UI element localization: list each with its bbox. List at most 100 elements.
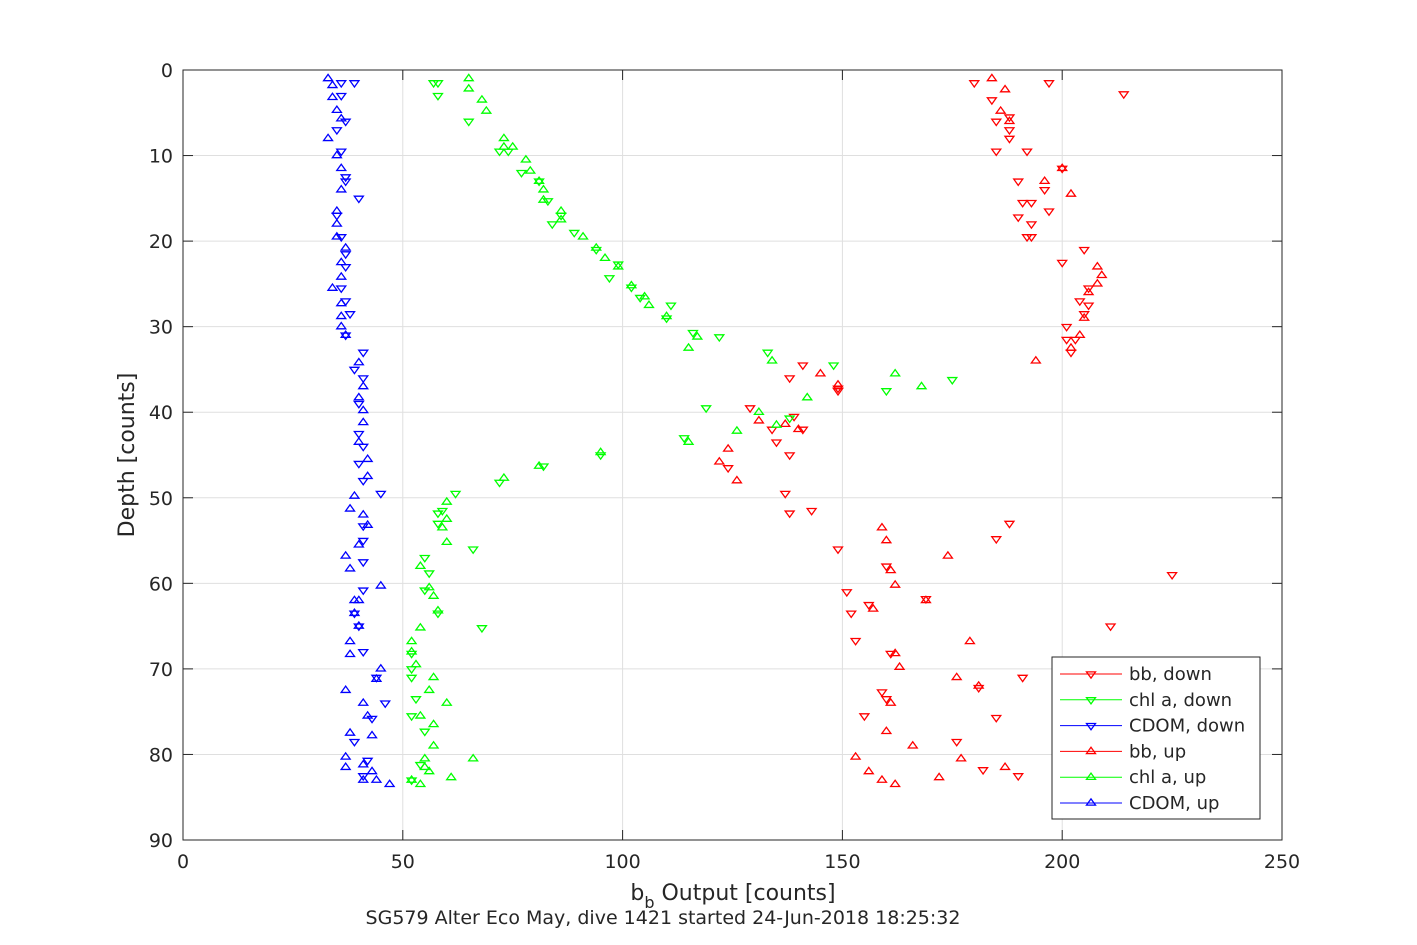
data-point bbox=[357, 773, 370, 782]
y-axis-label: Depth [counts] bbox=[115, 373, 140, 538]
data-point bbox=[880, 388, 893, 397]
data-point bbox=[920, 595, 932, 604]
data-point bbox=[753, 415, 765, 424]
data-point bbox=[801, 392, 813, 401]
data-point bbox=[339, 751, 352, 760]
data-point bbox=[357, 375, 370, 384]
data-point bbox=[432, 605, 444, 614]
data-point bbox=[414, 560, 427, 570]
data-point bbox=[797, 426, 809, 435]
data-point bbox=[1003, 135, 1016, 144]
data-point bbox=[440, 513, 453, 522]
data-point bbox=[660, 311, 673, 320]
data-point bbox=[884, 697, 897, 706]
y-tick-label: 40 bbox=[149, 402, 173, 424]
data-point bbox=[1056, 259, 1068, 268]
data-point bbox=[476, 625, 488, 634]
data-point bbox=[361, 757, 374, 766]
data-point bbox=[357, 559, 370, 568]
data-point bbox=[361, 519, 374, 528]
data-point bbox=[357, 509, 370, 518]
data-point bbox=[1043, 208, 1055, 217]
data-point bbox=[643, 300, 655, 309]
data-point bbox=[348, 80, 361, 89]
data-point bbox=[423, 570, 435, 579]
data-point bbox=[335, 163, 348, 172]
data-point bbox=[370, 774, 383, 783]
data-point bbox=[1038, 175, 1051, 185]
data-point bbox=[1012, 178, 1025, 187]
data-point bbox=[612, 261, 624, 270]
data-point bbox=[1016, 674, 1029, 683]
data-point bbox=[405, 777, 418, 786]
data-point bbox=[339, 550, 352, 559]
data-point bbox=[955, 753, 967, 762]
data-point bbox=[419, 728, 431, 737]
data-point bbox=[353, 392, 365, 401]
data-point bbox=[876, 522, 888, 531]
data-point bbox=[1025, 199, 1038, 208]
data-point bbox=[462, 83, 475, 92]
data-point bbox=[990, 536, 1003, 545]
data-point bbox=[344, 563, 356, 572]
data-point bbox=[366, 766, 378, 775]
data-point bbox=[533, 175, 545, 185]
data-point bbox=[884, 565, 897, 574]
data-point bbox=[419, 762, 431, 771]
legend-label: bb, down bbox=[1129, 664, 1212, 685]
data-point bbox=[357, 587, 370, 596]
data-point bbox=[419, 554, 431, 563]
data-point bbox=[1091, 278, 1104, 287]
data-point bbox=[889, 779, 901, 788]
data-point bbox=[1030, 355, 1042, 364]
data-point bbox=[863, 601, 875, 610]
data-point bbox=[335, 148, 348, 157]
data-point bbox=[889, 368, 901, 377]
data-point bbox=[322, 73, 334, 82]
data-point bbox=[405, 646, 418, 655]
data-point bbox=[339, 251, 352, 260]
data-point bbox=[375, 663, 387, 672]
data-point bbox=[880, 696, 893, 705]
data-point bbox=[713, 456, 726, 465]
data-point bbox=[353, 436, 365, 445]
data-point bbox=[990, 714, 1003, 723]
data-point bbox=[331, 231, 343, 240]
series-5 bbox=[322, 73, 396, 788]
data-point bbox=[1056, 165, 1068, 174]
data-point bbox=[761, 349, 774, 358]
y-tick-label: 60 bbox=[149, 573, 173, 595]
data-point bbox=[432, 520, 444, 529]
data-point bbox=[331, 150, 343, 159]
data-point bbox=[792, 424, 805, 433]
data-point bbox=[827, 362, 840, 371]
data-point bbox=[410, 696, 422, 705]
data-point bbox=[1078, 246, 1090, 255]
data-point bbox=[977, 767, 989, 776]
legend-marker bbox=[1085, 746, 1097, 755]
data-point bbox=[445, 772, 457, 781]
data-point bbox=[440, 496, 453, 505]
data-point bbox=[348, 608, 361, 617]
data-point bbox=[335, 285, 348, 294]
y-tick-label: 30 bbox=[149, 317, 173, 339]
legend-marker bbox=[1085, 797, 1097, 806]
data-point bbox=[383, 779, 396, 788]
legend-marker bbox=[1085, 697, 1097, 706]
data-point bbox=[379, 700, 391, 709]
data-point bbox=[423, 766, 435, 775]
legend-marker bbox=[1085, 671, 1097, 680]
data-point bbox=[546, 221, 559, 230]
data-point bbox=[361, 471, 374, 480]
data-point bbox=[1016, 199, 1029, 208]
data-point bbox=[480, 105, 493, 114]
data-point bbox=[946, 376, 959, 385]
legend-marker bbox=[1085, 771, 1097, 780]
data-point bbox=[986, 97, 998, 106]
data-point bbox=[1117, 91, 1130, 100]
data-point bbox=[353, 595, 365, 604]
data-point bbox=[1065, 342, 1077, 351]
data-point bbox=[335, 184, 348, 193]
data-point bbox=[405, 674, 418, 683]
